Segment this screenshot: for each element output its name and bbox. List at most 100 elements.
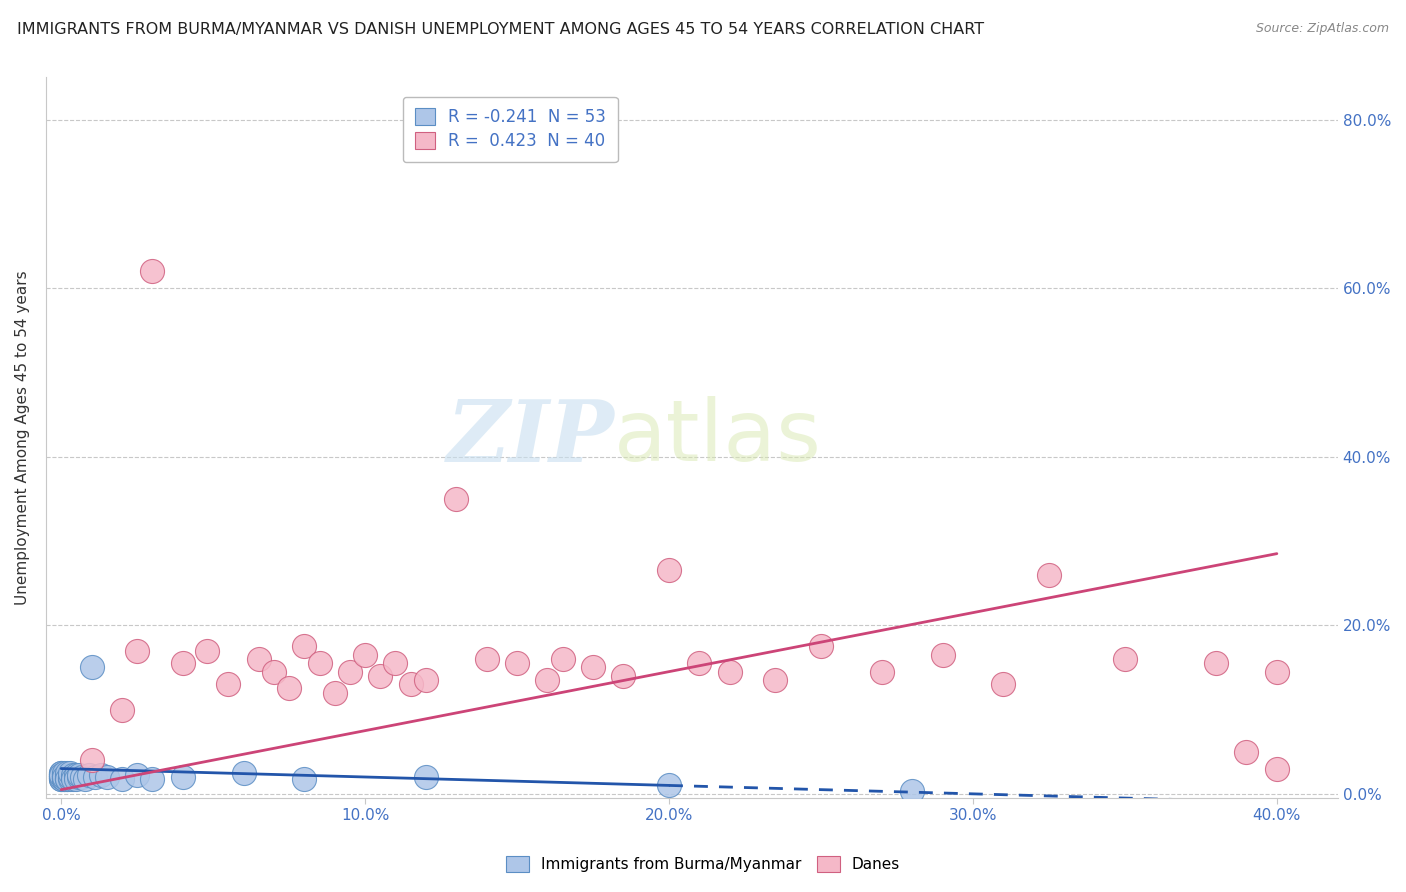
Point — [232, 765, 254, 780]
Point — [1114, 652, 1136, 666]
Point — [53, 768, 76, 782]
Point — [354, 648, 377, 662]
Point — [53, 765, 76, 780]
Point — [718, 665, 741, 679]
Point — [53, 772, 76, 786]
Point — [59, 765, 82, 780]
Point — [582, 660, 605, 674]
Point — [67, 768, 90, 782]
Point — [263, 665, 285, 679]
Point — [53, 770, 76, 784]
Point — [658, 779, 681, 793]
Point — [83, 770, 105, 784]
Point — [56, 770, 79, 784]
Point — [308, 657, 330, 671]
Point — [1205, 657, 1227, 671]
Point — [141, 264, 163, 278]
Text: IMMIGRANTS FROM BURMA/MYANMAR VS DANISH UNEMPLOYMENT AMONG AGES 45 TO 54 YEARS C: IMMIGRANTS FROM BURMA/MYANMAR VS DANISH … — [17, 22, 984, 37]
Point — [475, 652, 498, 666]
Point — [446, 491, 468, 506]
Point — [368, 669, 391, 683]
Point — [51, 772, 73, 786]
Point — [65, 770, 87, 784]
Point — [56, 768, 79, 782]
Point — [172, 657, 194, 671]
Point — [53, 770, 76, 784]
Point — [90, 768, 112, 782]
Point — [384, 657, 406, 671]
Point — [53, 770, 76, 784]
Point — [247, 652, 270, 666]
Legend: Immigrants from Burma/Myanmar, Danes: Immigrants from Burma/Myanmar, Danes — [498, 848, 908, 880]
Point — [59, 772, 82, 786]
Point — [506, 657, 529, 671]
Point — [111, 702, 134, 716]
Point — [399, 677, 422, 691]
Point — [56, 772, 79, 786]
Point — [217, 677, 239, 691]
Point — [323, 686, 346, 700]
Point — [415, 770, 437, 784]
Point — [96, 770, 118, 784]
Point — [1265, 762, 1288, 776]
Point — [901, 784, 924, 798]
Point — [658, 564, 681, 578]
Point — [51, 770, 73, 784]
Point — [931, 648, 953, 662]
Point — [51, 765, 73, 780]
Point — [51, 768, 73, 782]
Point — [415, 673, 437, 687]
Point — [111, 772, 134, 786]
Point — [53, 768, 76, 782]
Point — [51, 770, 73, 784]
Point — [75, 772, 97, 786]
Point — [1265, 665, 1288, 679]
Point — [1236, 745, 1258, 759]
Point — [80, 753, 103, 767]
Point — [53, 772, 76, 786]
Point — [62, 770, 84, 784]
Point — [292, 772, 315, 786]
Point — [72, 770, 94, 784]
Point — [688, 657, 710, 671]
Point — [763, 673, 786, 687]
Point — [51, 770, 73, 784]
Point — [612, 669, 634, 683]
Point — [56, 770, 79, 784]
Point — [59, 770, 82, 784]
Point — [551, 652, 574, 666]
Point — [993, 677, 1015, 691]
Point — [59, 768, 82, 782]
Point — [65, 772, 87, 786]
Point — [65, 768, 87, 782]
Text: Source: ZipAtlas.com: Source: ZipAtlas.com — [1256, 22, 1389, 36]
Y-axis label: Unemployment Among Ages 45 to 54 years: Unemployment Among Ages 45 to 54 years — [15, 270, 30, 605]
Point — [127, 643, 149, 657]
Point — [77, 768, 100, 782]
Point — [1038, 567, 1060, 582]
Text: atlas: atlas — [614, 396, 823, 479]
Point — [67, 770, 90, 784]
Point — [292, 640, 315, 654]
Point — [870, 665, 893, 679]
Point — [127, 768, 149, 782]
Text: ZIP: ZIP — [447, 396, 614, 480]
Point — [80, 660, 103, 674]
Legend: R = -0.241  N = 53, R =  0.423  N = 40: R = -0.241 N = 53, R = 0.423 N = 40 — [404, 96, 617, 162]
Point — [810, 640, 832, 654]
Point — [195, 643, 218, 657]
Point — [51, 772, 73, 786]
Point — [536, 673, 558, 687]
Point — [62, 772, 84, 786]
Point — [59, 770, 82, 784]
Point — [278, 681, 301, 696]
Point — [62, 768, 84, 782]
Point — [56, 765, 79, 780]
Point — [339, 665, 361, 679]
Point — [172, 770, 194, 784]
Point — [141, 772, 163, 786]
Point — [51, 765, 73, 780]
Point — [51, 768, 73, 782]
Point — [56, 772, 79, 786]
Point — [51, 768, 73, 782]
